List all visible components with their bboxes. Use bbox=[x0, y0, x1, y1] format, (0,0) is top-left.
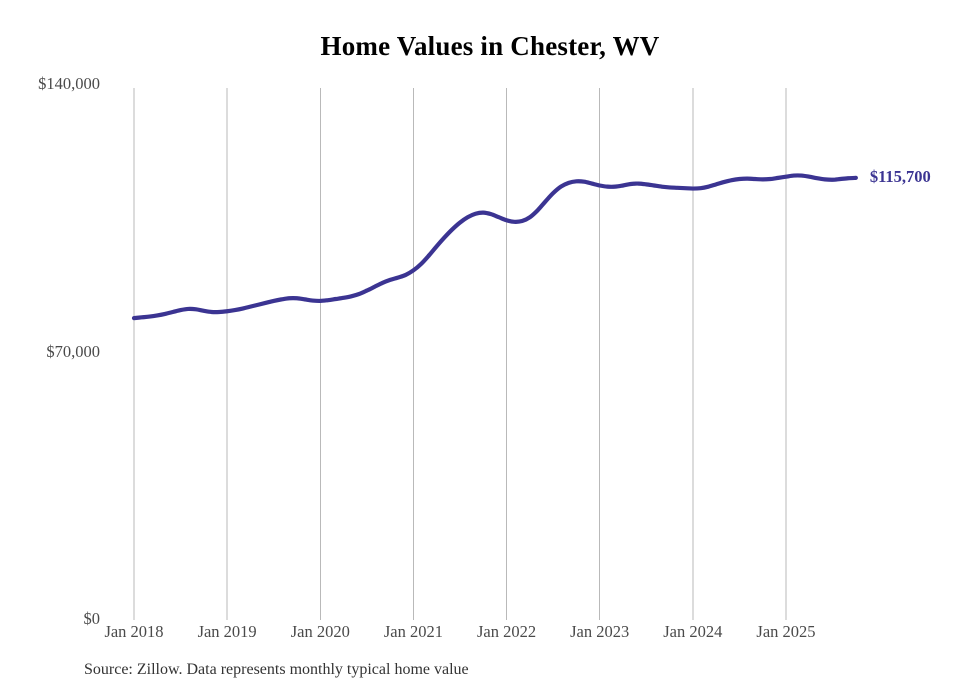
x-tick-label: Jan 2021 bbox=[383, 622, 443, 641]
series-line-typical-home-value bbox=[131, 173, 858, 321]
y-tick-label: $70,000 bbox=[46, 341, 100, 361]
source-note: Source: Zillow. Data represents monthly … bbox=[84, 661, 469, 678]
x-tick-label: Jan 2019 bbox=[197, 622, 257, 641]
gridlines-group bbox=[133, 88, 787, 620]
x-tick-label: Jan 2023 bbox=[570, 622, 630, 641]
chart-title: Home Values in Chester, WV bbox=[320, 31, 660, 61]
x-tick-label: Jan 2024 bbox=[663, 622, 723, 641]
series-end-value-label: $115,700 bbox=[869, 166, 931, 186]
y-tick-label: $0 bbox=[83, 609, 101, 628]
x-tick-label: Jan 2025 bbox=[756, 622, 816, 641]
x-tick-label: Jan 2018 bbox=[104, 622, 164, 641]
y-tick-label: $140,000 bbox=[38, 74, 100, 93]
x-tick-label: Jan 2022 bbox=[476, 622, 537, 641]
x-tick-label: Jan 2020 bbox=[290, 622, 350, 641]
